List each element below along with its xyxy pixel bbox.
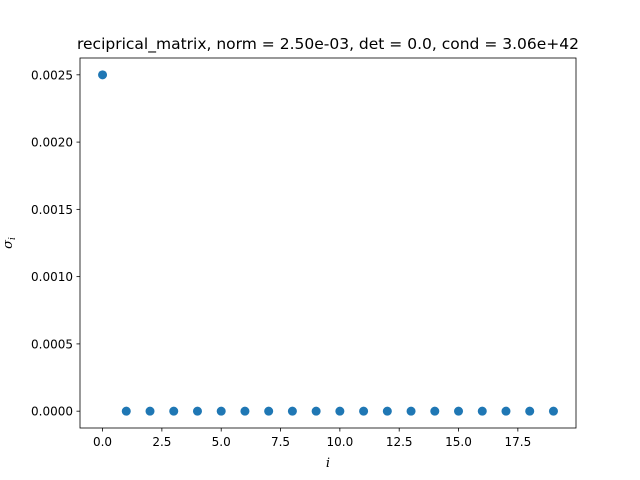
data-point (287, 406, 297, 416)
data-point (264, 406, 274, 416)
data-point (335, 406, 345, 416)
data-point (192, 406, 202, 416)
x-tick-label: 5.0 (212, 435, 231, 449)
data-point (98, 70, 108, 80)
y-axis-label-main: σ (1, 239, 16, 249)
x-tick-label: 12.5 (386, 435, 413, 449)
plot-frame (79, 57, 577, 429)
data-point (311, 406, 321, 416)
data-point (406, 406, 416, 416)
x-tick-label: 17.5 (504, 435, 531, 449)
data-point (501, 406, 511, 416)
data-point (477, 406, 487, 416)
y-tick-label: 0.0005 (31, 337, 73, 351)
x-axis-ticks: 0.0 2.5 5.0 7.5 10.0 12.5 15.0 17.5 (93, 428, 531, 449)
data-point (169, 406, 179, 416)
data-point (145, 406, 155, 416)
y-tick-label: 0.0025 (31, 68, 73, 82)
y-axis-ticks: 0.0000 0.0005 0.0010 0.0015 0.0020 0.0025 (31, 68, 80, 419)
data-point (121, 406, 131, 416)
data-point (240, 406, 250, 416)
y-tick-label: 0.0000 (31, 405, 73, 419)
x-tick-label: 10.0 (327, 435, 354, 449)
x-tick-label: 0.0 (93, 435, 112, 449)
data-point (216, 406, 226, 416)
data-point (382, 406, 392, 416)
x-axis-label: i (326, 456, 330, 471)
scatter-points (98, 70, 558, 416)
data-point (454, 406, 464, 416)
y-axis-label-sub: i (8, 237, 18, 240)
data-point (525, 406, 535, 416)
y-tick-label: 0.0010 (31, 270, 73, 284)
x-tick-label: 15.0 (445, 435, 472, 449)
x-tick-label: 2.5 (152, 435, 171, 449)
x-tick-label: 7.5 (271, 435, 290, 449)
y-tick-label: 0.0020 (31, 136, 73, 150)
data-point (548, 406, 558, 416)
y-axis-label: σi (1, 237, 18, 249)
data-point (359, 406, 369, 416)
y-tick-label: 0.0015 (31, 203, 73, 217)
chart-title: reciprical_matrix, norm = 2.50e-03, det … (77, 35, 579, 54)
data-point (430, 406, 440, 416)
